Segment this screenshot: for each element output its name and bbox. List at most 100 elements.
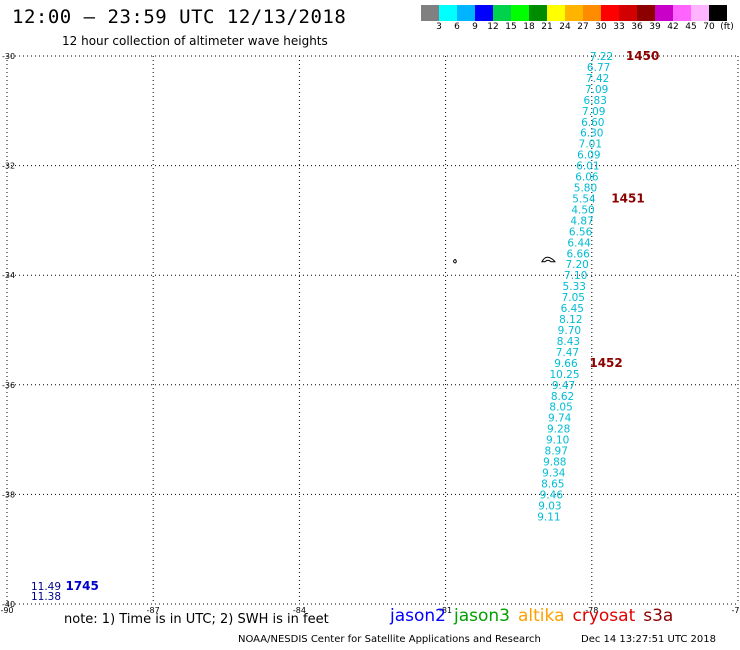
scale-swatch <box>565 5 583 21</box>
data-label-jason2: 11.49 <box>31 581 61 593</box>
satellite-legend: jason2 jason3 altika cryosat s3a <box>390 606 681 626</box>
data-label-cryosat: 9.66 <box>554 358 578 370</box>
data-label-cryosat: 9.03 <box>538 500 561 512</box>
scale-label: 33 <box>613 22 625 32</box>
time-label: 1451 <box>611 191 644 205</box>
data-label-cryosat: 7.09 <box>582 106 605 118</box>
data-label-cryosat: 9.28 <box>547 424 570 436</box>
credit-text: NOAA/NESDIS Center for Satellite Applica… <box>238 634 541 645</box>
data-label-cryosat: 7.10 <box>564 270 587 282</box>
scale-swatch <box>511 5 529 21</box>
data-label-cryosat: 8.43 <box>557 336 580 348</box>
scale-label: 18 <box>523 22 535 32</box>
data-label-jason2: 11.38 <box>31 591 61 603</box>
scale-swatch <box>457 5 475 21</box>
data-label-cryosat: 6.06 <box>575 172 599 184</box>
data-label-cryosat: 6.44 <box>567 237 591 249</box>
color-scale-bar <box>421 5 727 21</box>
x-tick-label: -87 <box>147 606 160 615</box>
legend-jason2: jason2 <box>390 606 446 626</box>
time-label: 1745 <box>65 579 98 593</box>
scale-label: 6 <box>454 22 460 32</box>
data-label-cryosat: 7.20 <box>565 259 588 271</box>
scale-swatch <box>493 5 511 21</box>
data-label-cryosat: 7.01 <box>579 139 602 151</box>
data-label-cryosat: 6.56 <box>569 226 593 238</box>
data-label-cryosat: 5.33 <box>563 281 586 293</box>
scale-swatch <box>421 5 439 21</box>
data-label-cryosat: 8.62 <box>551 391 574 403</box>
data-label-cryosat: 4.87 <box>570 215 593 227</box>
data-label-cryosat: 5.80 <box>574 183 597 195</box>
data-label-cryosat: 6.66 <box>566 248 590 260</box>
scale-label: (ft) <box>720 22 734 32</box>
scale-swatch <box>583 5 601 21</box>
scale-label: 45 <box>685 22 697 32</box>
data-label-cryosat: 9.74 <box>548 413 572 425</box>
island-shape <box>541 256 556 263</box>
scale-swatch <box>619 5 637 21</box>
data-label-cryosat: 6.83 <box>584 95 607 107</box>
y-tick-label: -38 <box>2 490 15 499</box>
footer-note: note: 1) Time is in UTC; 2) SWH is in fe… <box>64 612 329 627</box>
data-label-cryosat: 8.05 <box>549 402 572 414</box>
data-label-cryosat: 6.01 <box>576 161 599 173</box>
y-tick-label: -32 <box>2 162 15 171</box>
scale-label: 42 <box>667 22 679 32</box>
chart-subtitle: 12 hour collection of altimeter wave hei… <box>62 34 328 48</box>
color-scale-labels: 3 6 9 12 15 18 21 24 27 30 33 36 39 42 45 70 (ft) <box>421 22 740 34</box>
data-label-cryosat: 7.09 <box>585 84 608 96</box>
data-label-cryosat: 6.09 <box>577 150 600 162</box>
scale-label: 9 <box>472 22 478 32</box>
data-label-cryosat: 9.10 <box>546 435 569 447</box>
legend-cryosat: cryosat <box>572 606 636 626</box>
scale-swatch <box>655 5 673 21</box>
scale-label: 39 <box>649 22 661 32</box>
data-label-cryosat: 5.54 <box>572 193 596 205</box>
y-tick-label: -30 <box>2 52 15 61</box>
scale-swatch <box>547 5 565 21</box>
data-label-cryosat: 4.50 <box>571 204 594 216</box>
data-label-cryosat: 9.34 <box>542 467 566 479</box>
data-label-cryosat: 7.47 <box>556 347 579 359</box>
data-label-cryosat: 9.88 <box>543 457 566 469</box>
data-label-cryosat: 6.30 <box>580 128 603 140</box>
scale-label: 30 <box>595 22 607 32</box>
legend-altika: altika <box>518 606 565 626</box>
x-tick-label: -84 <box>293 606 306 615</box>
data-label-cryosat: 6.77 <box>587 62 610 74</box>
legend-jason3: jason3 <box>454 606 510 626</box>
y-tick-label: -36 <box>2 381 15 390</box>
data-label-cryosat: 8.97 <box>545 446 568 458</box>
data-label-cryosat: 6.60 <box>581 117 604 129</box>
island-shape <box>452 259 457 264</box>
scale-swatch <box>709 5 727 21</box>
data-label-cryosat: 6.45 <box>561 303 584 315</box>
time-label: 1450 <box>626 49 659 63</box>
x-tick-label: -75 <box>731 606 740 615</box>
data-label-cryosat: 7.05 <box>562 292 585 304</box>
scale-swatch <box>673 5 691 21</box>
scale-swatch <box>691 5 709 21</box>
scale-label: 21 <box>541 22 553 32</box>
scale-label: 12 <box>487 22 499 32</box>
scale-swatch <box>439 5 457 21</box>
data-label-cryosat: 9.47 <box>552 380 575 392</box>
scale-swatch <box>637 5 655 21</box>
y-tick-label: -40 <box>2 600 15 609</box>
scale-label: 70 <box>703 22 715 32</box>
x-tick-label: -90 <box>0 606 13 615</box>
x-tick-label: -78 <box>585 606 598 615</box>
scale-swatch <box>601 5 619 21</box>
data-label-cryosat: 8.65 <box>541 478 564 490</box>
scale-label: 15 <box>505 22 517 32</box>
data-label-cryosat: 7.22 <box>590 51 613 63</box>
timestamp-text: Dec 14 13:27:51 UTC 2018 <box>581 634 716 645</box>
data-label-cryosat: 9.11 <box>537 511 560 523</box>
data-label-cryosat: 9.46 <box>540 489 564 501</box>
data-label-cryosat: 8.12 <box>559 314 582 326</box>
scale-swatch <box>529 5 547 21</box>
scale-swatch <box>475 5 493 21</box>
scale-label: 24 <box>559 22 571 32</box>
